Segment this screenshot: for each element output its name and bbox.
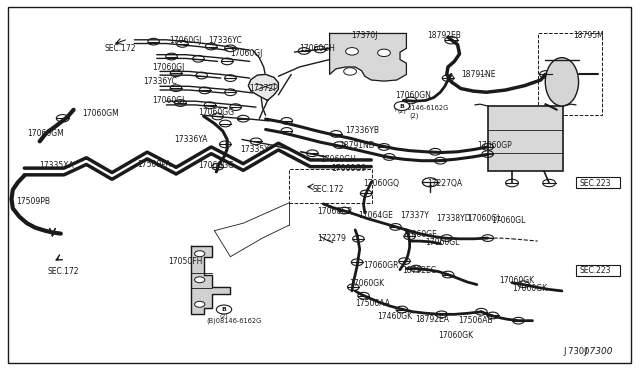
Bar	[289, 169, 372, 203]
Text: 17509PB: 17509PB	[16, 197, 50, 206]
Text: 17372P: 17372P	[250, 84, 278, 93]
Text: 17227QA: 17227QA	[428, 179, 463, 187]
Text: 17060GJ: 17060GJ	[230, 49, 263, 58]
Text: 17337Y: 17337Y	[401, 211, 429, 220]
Text: 17060GR: 17060GR	[317, 207, 353, 216]
Text: 17060G9: 17060G9	[332, 164, 367, 173]
Text: 18792EA: 18792EA	[415, 315, 449, 324]
Text: 17060GQ: 17060GQ	[364, 179, 399, 187]
Polygon shape	[248, 74, 278, 100]
Text: 18791ND: 18791ND	[339, 141, 375, 150]
Text: J 7300: J 7300	[563, 347, 589, 356]
Text: 17060GG: 17060GG	[198, 161, 234, 170]
Circle shape	[378, 49, 390, 57]
Text: 17060GK: 17060GK	[438, 331, 474, 340]
Text: (2): (2)	[410, 112, 419, 119]
Text: 17060GL: 17060GL	[426, 238, 460, 247]
Bar	[538, 33, 602, 115]
Text: 17335XA: 17335XA	[40, 161, 74, 170]
Text: 18792EB: 18792EB	[428, 31, 461, 40]
Circle shape	[216, 305, 232, 314]
Text: 17336YA: 17336YA	[174, 135, 207, 144]
Text: (2): (2)	[397, 109, 406, 114]
Text: 17060GM: 17060GM	[27, 129, 63, 138]
Text: 17060GM: 17060GM	[82, 109, 118, 118]
Text: 17336YB: 17336YB	[346, 126, 380, 135]
Polygon shape	[191, 246, 230, 314]
Bar	[576, 265, 620, 276]
Text: 17060GR: 17060GR	[364, 262, 399, 270]
Circle shape	[394, 102, 410, 110]
Text: 17060GK: 17060GK	[499, 276, 534, 285]
Text: SEC.223: SEC.223	[580, 266, 611, 275]
Text: 17060GE: 17060GE	[402, 230, 436, 239]
Text: 17064GE: 17064GE	[358, 211, 393, 220]
Text: 18795M: 18795M	[573, 31, 604, 40]
Circle shape	[344, 68, 356, 75]
Text: 17050FH: 17050FH	[168, 257, 203, 266]
Text: (B)08146-6162G: (B)08146-6162G	[394, 105, 449, 111]
Text: 17060GJ: 17060GJ	[152, 96, 185, 105]
Text: SEC.172: SEC.172	[48, 267, 79, 276]
Text: 17506AA: 17506AA	[355, 299, 390, 308]
Text: 17060GJ: 17060GJ	[152, 63, 185, 72]
Text: 17060GL: 17060GL	[492, 216, 526, 225]
Text: 17336YC: 17336YC	[208, 36, 242, 45]
Text: 17460GK: 17460GK	[378, 312, 413, 321]
Circle shape	[346, 48, 358, 55]
Text: 18792EC: 18792EC	[402, 266, 436, 275]
Circle shape	[195, 277, 205, 283]
Circle shape	[195, 301, 205, 307]
Text: 17060GP: 17060GP	[477, 141, 511, 150]
Text: SEC.172: SEC.172	[104, 44, 136, 53]
Text: (2): (2)	[220, 314, 228, 319]
Text: 17060GK: 17060GK	[349, 279, 384, 288]
Text: SEC.223: SEC.223	[580, 179, 611, 187]
Text: 17509PA: 17509PA	[138, 160, 172, 169]
Text: J 7300: J 7300	[584, 347, 612, 356]
Text: B: B	[399, 103, 404, 109]
Polygon shape	[330, 33, 406, 81]
Text: 17060GG: 17060GG	[198, 108, 234, 117]
Text: 172279: 172279	[317, 234, 346, 243]
Text: 17060GJ: 17060GJ	[170, 36, 202, 45]
Text: SEC.172: SEC.172	[312, 185, 344, 194]
Text: 17335Y: 17335Y	[241, 145, 269, 154]
Circle shape	[195, 251, 205, 257]
Text: 17336YC: 17336YC	[143, 77, 177, 86]
Text: 17338YD: 17338YD	[436, 214, 471, 223]
Text: 17060GL: 17060GL	[467, 214, 502, 223]
Text: 17060GH: 17060GH	[320, 155, 356, 164]
Text: 17506AB: 17506AB	[458, 316, 493, 325]
Text: 18791NE: 18791NE	[461, 70, 495, 79]
Text: (B)08146-6162G: (B)08146-6162G	[206, 317, 261, 324]
Text: 17060GK: 17060GK	[512, 284, 547, 293]
Text: B: B	[221, 307, 227, 312]
Text: 17060GN: 17060GN	[396, 92, 431, 100]
Bar	[488, 106, 563, 171]
Text: 17060GH: 17060GH	[300, 44, 335, 53]
Text: 17370J: 17370J	[351, 31, 377, 40]
Ellipse shape	[545, 58, 579, 106]
Bar	[576, 177, 620, 188]
